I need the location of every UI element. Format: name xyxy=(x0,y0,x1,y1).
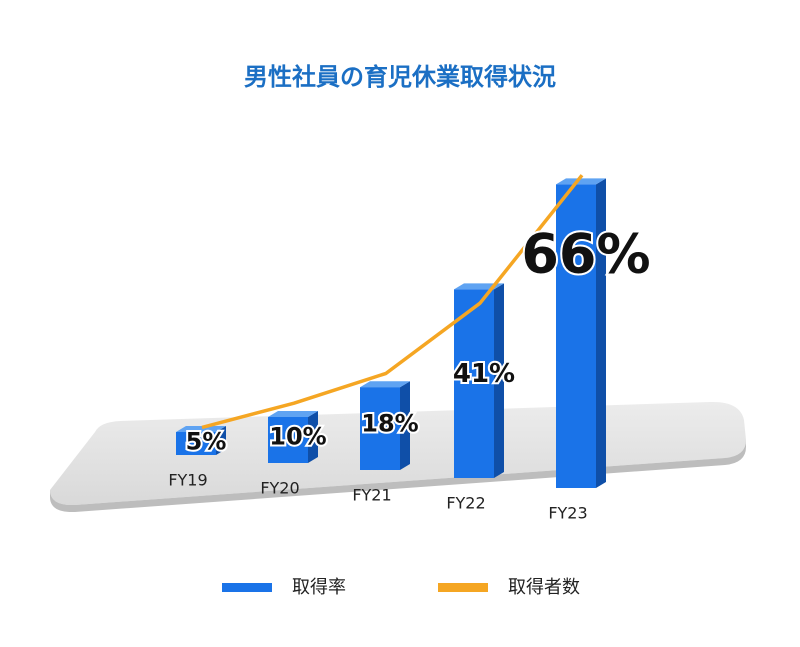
bar xyxy=(454,289,494,478)
legend-label: 取得率 xyxy=(292,577,346,598)
category-label: FY20 xyxy=(260,479,299,498)
category-label: FY23 xyxy=(548,504,587,523)
bar xyxy=(176,432,216,455)
bar xyxy=(268,417,308,463)
value-label: 41% xyxy=(453,359,515,389)
bar-top xyxy=(360,381,410,388)
bar-top xyxy=(268,411,318,417)
bar-top xyxy=(176,426,226,432)
category-label: FY22 xyxy=(446,494,485,513)
chart-title: 男性社員の育児休業取得状況 xyxy=(244,63,556,91)
bar xyxy=(360,387,400,470)
platform-edge xyxy=(50,440,746,513)
legend-swatch xyxy=(222,583,272,592)
legend-label: 取得者数 xyxy=(508,577,580,598)
bar-side xyxy=(216,426,226,455)
value-label: 18% xyxy=(361,409,418,437)
bar-side xyxy=(494,283,504,478)
value-label: 5% xyxy=(186,427,227,455)
line xyxy=(201,174,584,430)
category-label: FY21 xyxy=(352,486,391,505)
category-label: FY19 xyxy=(168,471,207,490)
value-label: 66% xyxy=(521,223,650,286)
value-label: 10% xyxy=(269,423,326,451)
bar xyxy=(556,184,596,488)
legend-swatch xyxy=(438,583,488,592)
bar-top xyxy=(556,178,606,185)
bar-side xyxy=(400,381,410,470)
bar-side xyxy=(596,178,606,488)
bar-side xyxy=(308,411,318,463)
